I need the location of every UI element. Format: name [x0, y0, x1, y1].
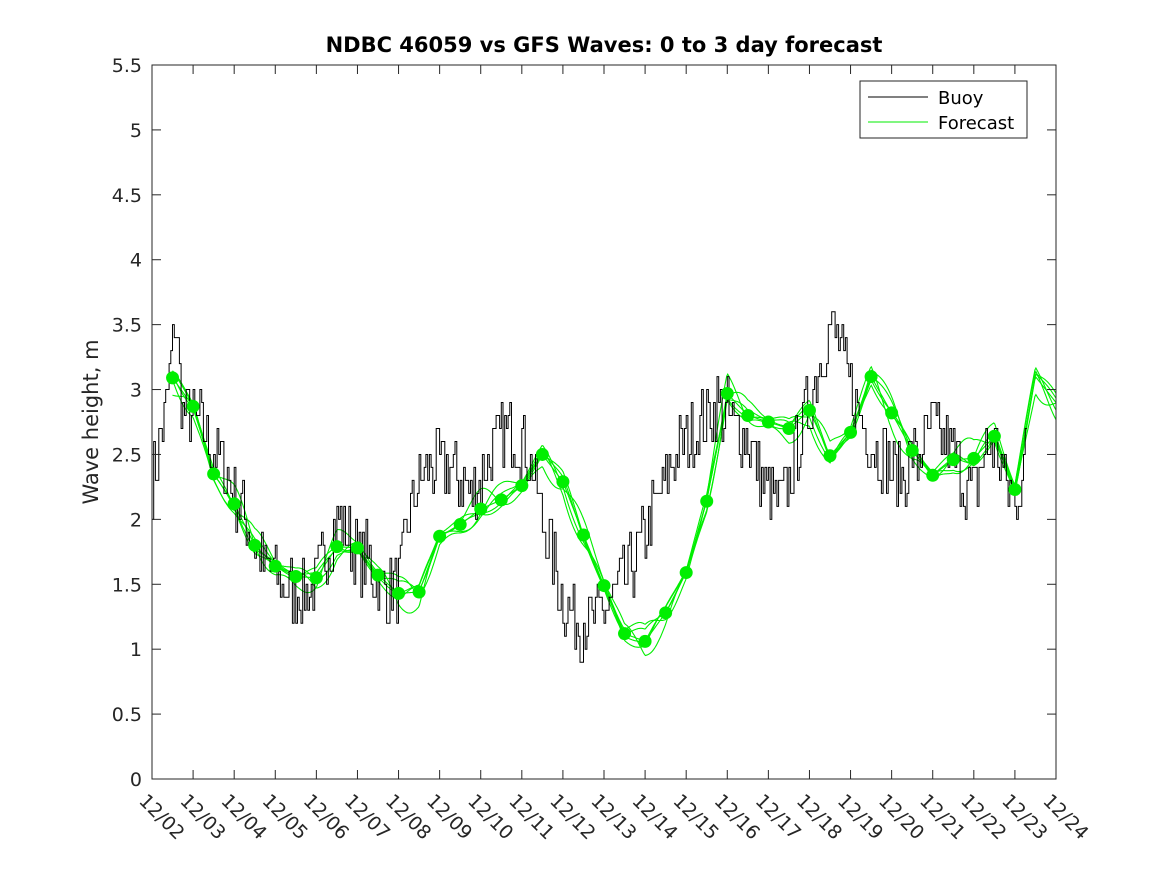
y-tick-label: 5.5	[112, 55, 142, 77]
forecast-marker	[741, 409, 755, 423]
y-tick-labels: 0 0.5 1 1.5 2 2.5 3 3.5 4 4.5 5 5.5	[112, 55, 142, 791]
forecast-marker	[515, 479, 529, 493]
forecast-marker	[679, 566, 693, 580]
legend-label-buoy: Buoy	[938, 88, 984, 109]
forecast-marker	[782, 421, 796, 435]
forecast-marker	[289, 569, 303, 583]
forecast-marker	[166, 371, 180, 385]
forecast-marker	[227, 497, 241, 511]
forecast-marker	[350, 541, 364, 555]
forecast-marker	[987, 429, 1001, 443]
plot-area	[152, 65, 1056, 779]
forecast-marker	[659, 606, 673, 620]
forecast-marker	[885, 406, 899, 420]
forecast-marker	[1008, 483, 1022, 497]
forecast-marker	[720, 386, 734, 400]
forecast-marker	[207, 467, 221, 481]
forecast-marker	[453, 518, 467, 532]
y-tick-label: 0	[130, 769, 142, 791]
forecast-marker	[330, 540, 344, 554]
forecast-marker	[392, 586, 406, 600]
y-tick-label: 3	[130, 380, 142, 402]
legend-box	[859, 80, 1028, 139]
forecast-marker	[433, 529, 447, 543]
y-axis-label: Wave height, m	[79, 339, 103, 504]
forecast-marker	[864, 370, 878, 384]
y-tick-label: 3.5	[112, 315, 142, 337]
forecast-marker	[802, 403, 816, 417]
forecast-marker	[309, 571, 323, 585]
forecast-marker	[556, 475, 570, 489]
forecast-marker	[248, 538, 262, 552]
forecast-marker	[905, 444, 919, 458]
forecast-marker	[618, 627, 632, 641]
y-tick-label: 4	[130, 250, 142, 272]
y-tick-label: 1	[130, 639, 142, 661]
ticks-layer	[151, 64, 1057, 780]
forecast-marker	[474, 502, 488, 516]
forecast-marker	[412, 585, 426, 599]
y-tick-label: 0.5	[112, 704, 142, 726]
forecast-marker	[535, 447, 549, 461]
forecast-marker	[761, 415, 775, 429]
forecast-marker	[823, 449, 837, 463]
legend: Buoy Forecast	[859, 80, 1028, 139]
chart-title: NDBC 46059 vs GFS Waves: 0 to 3 day fore…	[326, 33, 883, 57]
y-tick-label: 2	[130, 509, 142, 531]
forecast-marker	[967, 451, 981, 465]
forecast-marker	[946, 453, 960, 467]
forecast-marker	[700, 494, 714, 508]
forecast-marker	[371, 568, 385, 582]
y-tick-label: 1.5	[112, 574, 142, 596]
forecast-marker	[638, 634, 652, 648]
forecast-series-line	[172, 371, 1057, 643]
forecast-marker	[186, 399, 200, 413]
buoy-series-line	[152, 311, 1027, 663]
y-tick-label: 4.5	[112, 185, 142, 207]
forecast-marker	[576, 528, 590, 542]
legend-label-forecast: Forecast	[938, 113, 1014, 134]
forecast-marker	[597, 579, 611, 593]
forecast-marker	[844, 425, 858, 439]
forecast-marker	[268, 559, 282, 573]
series-layer	[152, 311, 1057, 663]
y-tick-label: 5	[130, 120, 142, 142]
forecast-marker	[926, 468, 940, 482]
y-tick-label: 2.5	[112, 444, 142, 466]
forecast-marker	[494, 493, 508, 507]
